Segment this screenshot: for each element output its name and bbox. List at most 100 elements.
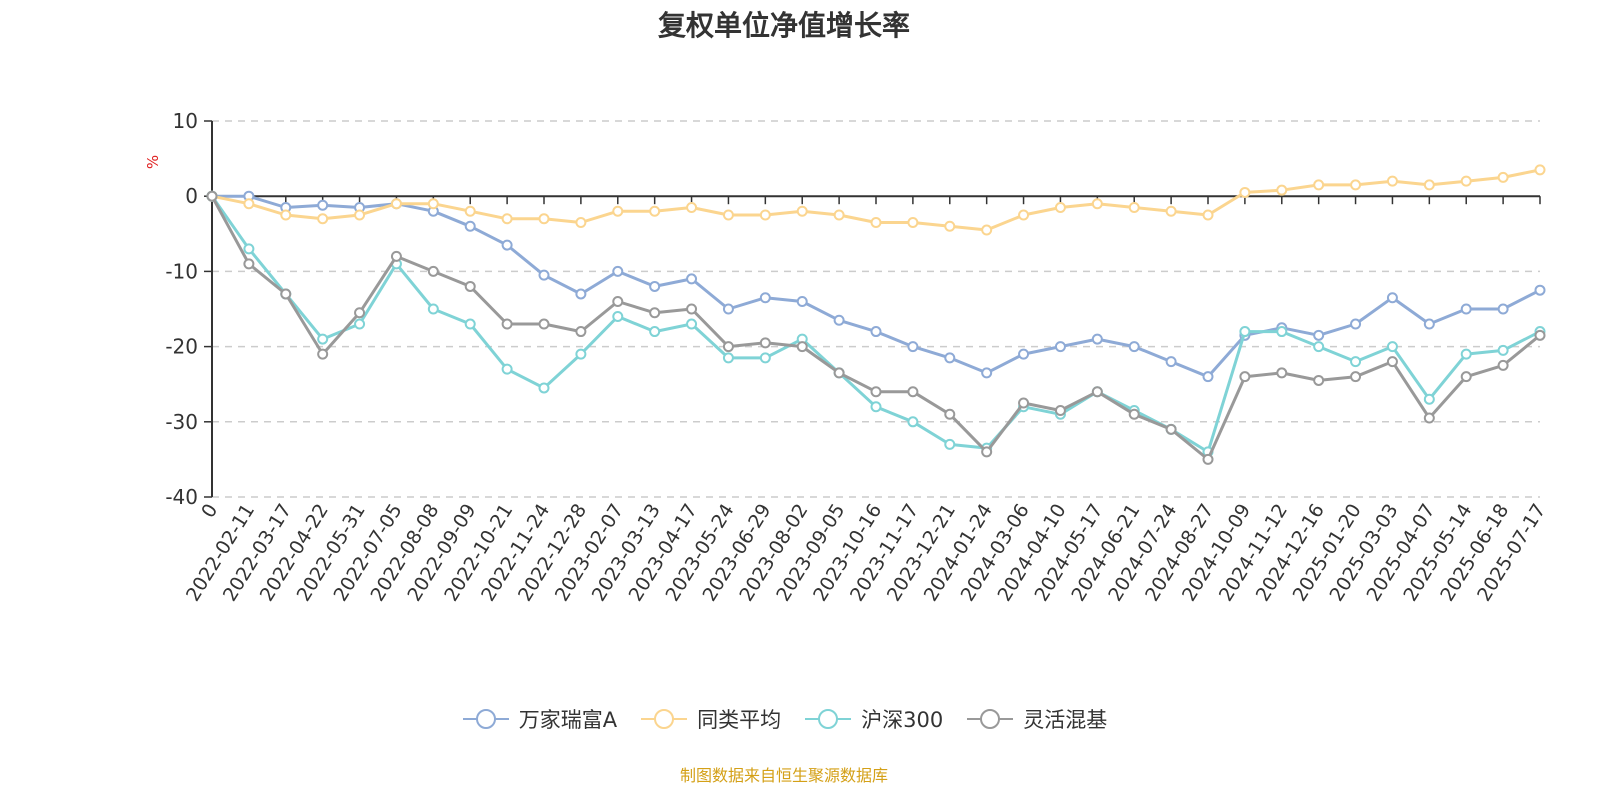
data-point: [686, 318, 698, 330]
data-point: [1239, 371, 1251, 383]
data-point: [354, 318, 366, 330]
legend-item[interactable]: 沪深300: [803, 704, 943, 734]
data-point: [612, 205, 624, 217]
data-point: [686, 201, 698, 213]
data-point: [501, 318, 513, 330]
data-point: [1018, 348, 1030, 360]
data-point: [944, 220, 956, 232]
y-tick-label: 0: [185, 184, 198, 208]
data-point: [722, 209, 734, 221]
y-tick-label: -20: [165, 335, 198, 359]
data-point: [1534, 329, 1546, 341]
data-point: [796, 205, 808, 217]
data-point: [649, 205, 661, 217]
data-point: [1460, 175, 1472, 187]
data-point: [1128, 201, 1140, 213]
axes: [204, 120, 1541, 498]
data-point: [1460, 371, 1472, 383]
data-point: [1534, 284, 1546, 296]
data-point: [1497, 303, 1509, 315]
data-point: [1202, 209, 1214, 221]
data-point: [1386, 175, 1398, 187]
data-point: [907, 217, 919, 229]
data-point: [833, 314, 845, 326]
data-point: [1202, 371, 1214, 383]
y-axis-unit: %: [144, 155, 162, 169]
data-point: [759, 352, 771, 364]
legend: 万家瑞富A 同类平均 沪深300 灵活混基: [0, 704, 1568, 734]
data-point: [1423, 179, 1435, 191]
data-point: [317, 333, 329, 345]
data-point: [1313, 341, 1325, 353]
legend-label: 灵活混基: [1023, 708, 1108, 732]
data-point: [464, 205, 476, 217]
data-point: [907, 386, 919, 398]
data-point: [538, 269, 550, 281]
data-point: [575, 288, 587, 300]
data-point: [1239, 326, 1251, 338]
data-point: [612, 311, 624, 323]
data-point: [1497, 344, 1509, 356]
data-point: [649, 307, 661, 319]
legend-marker-icon: [967, 709, 1014, 729]
data-point: [1054, 201, 1066, 213]
data-point: [649, 280, 661, 292]
data-point: [501, 213, 513, 225]
data-point: [981, 367, 993, 379]
x-tick-label: 0: [197, 500, 222, 522]
data-point: [944, 408, 956, 420]
legend-item[interactable]: 同类平均: [639, 704, 781, 734]
data-point: [1276, 184, 1288, 196]
data-point: [1350, 371, 1362, 383]
data-point: [907, 416, 919, 428]
legend-label: 同类平均: [697, 708, 782, 732]
data-point: [1313, 179, 1325, 191]
data-point: [870, 326, 882, 338]
legend-item[interactable]: 灵活混基: [965, 704, 1107, 734]
data-point: [1165, 423, 1177, 435]
legend-marker-icon: [805, 709, 852, 729]
data-point: [1054, 341, 1066, 353]
data-point: [575, 348, 587, 360]
data-point: [870, 217, 882, 229]
source-note: 制图数据来自恒生聚源数据库: [679, 766, 888, 785]
data-point: [1423, 318, 1435, 330]
data-point: [944, 438, 956, 450]
data-point: [317, 213, 329, 225]
data-point: [1497, 359, 1509, 371]
data-point: [870, 401, 882, 413]
data-point: [538, 213, 550, 225]
data-point: [1534, 164, 1546, 176]
data-point: [501, 363, 513, 375]
data-point: [907, 341, 919, 353]
data-point: [1386, 356, 1398, 368]
legend-marker-icon: [641, 709, 688, 729]
data-point: [686, 303, 698, 315]
data-point: [981, 446, 993, 458]
data-point: [722, 352, 734, 364]
data-point: [206, 190, 218, 202]
data-point: [981, 224, 993, 236]
data-point: [317, 348, 329, 360]
chart-title: 复权单位净值增长率: [657, 9, 910, 42]
data-point: [243, 258, 255, 270]
series-line-3: [210, 195, 1541, 454]
data-point: [796, 341, 808, 353]
data-point: [427, 198, 439, 210]
gridlines: [212, 120, 1540, 498]
data-point: [464, 318, 476, 330]
data-point: [464, 220, 476, 232]
data-point: [1091, 198, 1103, 210]
data-point: [354, 209, 366, 221]
data-point: [686, 273, 698, 285]
data-point: [280, 209, 292, 221]
legend-item[interactable]: 万家瑞富A: [461, 704, 617, 734]
data-point: [612, 295, 624, 307]
legend-label: 万家瑞富A: [518, 708, 618, 732]
data-point: [722, 303, 734, 315]
data-point: [833, 209, 845, 221]
series-layer: [206, 164, 1546, 465]
data-point: [1018, 397, 1030, 409]
data-point: [796, 295, 808, 307]
